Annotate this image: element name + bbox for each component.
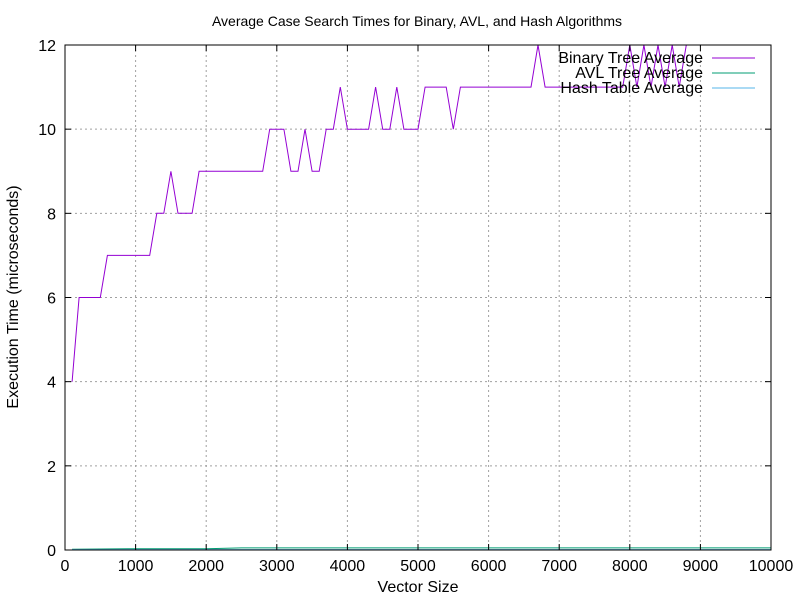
grid [65, 45, 771, 550]
x-tick-label: 9000 [683, 558, 719, 575]
y-tick-label: 4 [47, 375, 56, 392]
y-tick-label: 8 [47, 206, 56, 223]
x-tick-label: 7000 [541, 558, 577, 575]
y-tick-label: 2 [47, 459, 56, 476]
y-tick-label: 6 [47, 291, 56, 308]
y-tick-label: 10 [38, 122, 56, 139]
x-tick-label: 1000 [118, 558, 154, 575]
x-tick-label: 5000 [400, 558, 436, 575]
chart-title: Average Case Search Times for Binary, AV… [212, 13, 622, 29]
series-line-1 [71, 44, 687, 382]
x-tick-label: 2000 [188, 558, 224, 575]
legend-label: AVL Tree Average [575, 65, 703, 82]
x-tick-label: 6000 [471, 558, 507, 575]
x-tick-label: 3000 [259, 558, 295, 575]
x-tick-label: 10000 [749, 558, 794, 575]
x-tick-label: 8000 [612, 558, 648, 575]
y-axis-label: Execution Time (microseconds) [5, 185, 22, 408]
x-tick-label: 4000 [330, 558, 366, 575]
axis-ticks: 0 1000 2000 3000 4000 5000 6000 7000 8000 9000 100… [38, 38, 793, 575]
legend-label: Hash Table Average [560, 80, 703, 97]
legend-label: Binary Tree Average [558, 50, 703, 67]
y-tick-label: 0 [47, 543, 56, 560]
series-line-2 [72, 547, 771, 550]
x-tick-label: 0 [61, 558, 70, 575]
x-axis-label: Vector Size [378, 579, 459, 596]
y-tick-label: 12 [38, 38, 56, 55]
